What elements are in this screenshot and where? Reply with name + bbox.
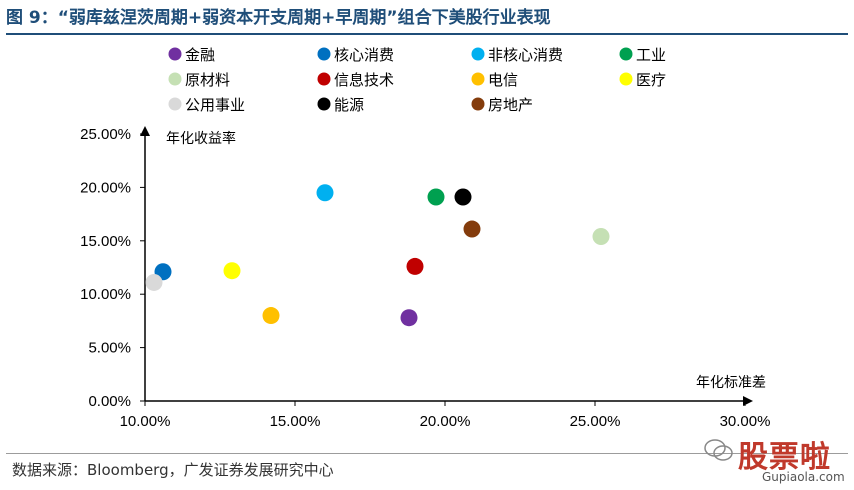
data-point [316, 184, 334, 202]
legend-label: 非核心消费 [488, 46, 563, 64]
watermark-url: Gupiaola.com [762, 470, 845, 484]
y-tick-label: 0.00% [88, 393, 131, 410]
y-tick-label: 15.00% [80, 233, 131, 250]
x-axis-label: 年化标准差 [696, 375, 766, 391]
data-point [463, 220, 481, 238]
legend-marker [317, 47, 331, 61]
watermark: 股票啦 Gupiaola.com [700, 430, 850, 488]
legend-marker [471, 47, 485, 61]
tick-labels: 10.00% 15.00% 20.00% 25.00% 30.00% 0.00% 5.00%… [80, 126, 770, 430]
chart-title: 图 9：“弱库兹涅茨周期+弱资本开支周期+早周期”组合下美股行业表现 [6, 8, 551, 28]
legend-marker [471, 72, 485, 86]
legend-marker [168, 97, 182, 111]
data-point [145, 273, 163, 291]
y-axis-label: 年化收益率 [166, 130, 236, 147]
source-divider [6, 453, 848, 454]
data-point [223, 262, 241, 280]
legend-marker [471, 97, 485, 111]
y-tick-label: 5.00% [88, 340, 131, 357]
data-point [427, 188, 445, 206]
x-tick-label: 30.00% [720, 413, 771, 430]
data-point [592, 228, 610, 246]
legend-marker [168, 47, 182, 61]
legend-label: 电信 [488, 71, 518, 89]
axes [140, 126, 753, 406]
wechat-icon [704, 439, 733, 461]
x-tick-label: 10.00% [120, 413, 171, 430]
x-tick-label: 15.00% [270, 413, 321, 430]
watermark-text: 股票啦 [738, 440, 831, 475]
y-tick-label: 20.00% [80, 179, 131, 196]
y-tick-label: 25.00% [80, 126, 131, 143]
x-tick-label: 25.00% [570, 413, 621, 430]
legend-label: 原材料 [185, 71, 230, 89]
data-point [400, 309, 418, 327]
legend-label: 金融 [185, 46, 215, 64]
legend-label: 能源 [334, 96, 364, 114]
data-point [454, 188, 472, 206]
legend-marker [168, 72, 182, 86]
title-divider [6, 33, 848, 35]
legend-label: 核心消费 [334, 46, 394, 64]
data-point [406, 257, 424, 275]
legend-label: 公用事业 [185, 96, 245, 114]
legend-label: 医疗 [636, 71, 666, 89]
data-point [262, 307, 280, 325]
legend-marker [317, 72, 331, 86]
legend-label: 房地产 [488, 96, 533, 114]
x-tick-label: 20.00% [420, 413, 471, 430]
legend-marker [619, 47, 633, 61]
legend-marker [317, 97, 331, 111]
y-tick-label: 10.00% [80, 286, 131, 303]
legend-marker [619, 72, 633, 86]
data-points [145, 184, 610, 327]
legend-label: 工业 [636, 46, 666, 64]
source-note: 数据来源：Bloomberg，广发证券发展研究中心 [12, 461, 334, 479]
legend-label: 信息技术 [334, 71, 394, 89]
